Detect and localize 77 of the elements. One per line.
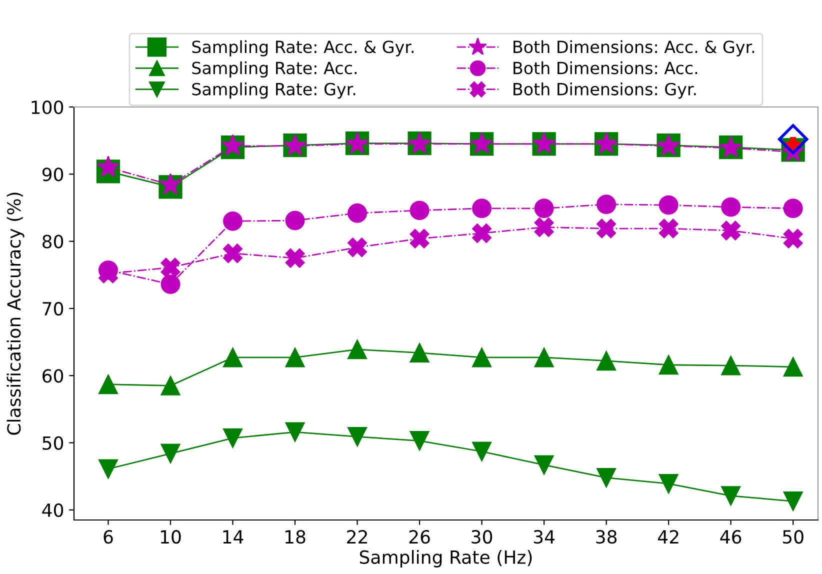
point	[160, 444, 180, 464]
point	[721, 356, 741, 376]
point	[160, 258, 180, 278]
point	[596, 194, 616, 214]
y-axis-title: Classification Accuracy (%)	[6, 192, 24, 435]
legend-label: Both Dimensions: Acc. & Gyr.	[514, 40, 754, 56]
point	[159, 173, 182, 195]
point	[783, 357, 803, 377]
x-tick-label: 10	[161, 530, 181, 544]
point	[223, 244, 242, 264]
x-tick-label: 6	[104, 530, 113, 544]
x-tick-label: 38	[596, 530, 617, 544]
x-tick-label: 50	[783, 530, 804, 544]
point	[596, 351, 616, 371]
point	[721, 197, 741, 217]
point	[348, 340, 368, 360]
point	[348, 427, 368, 446]
point	[223, 348, 242, 368]
x-tick-label: 30	[472, 530, 492, 544]
x-tick-label: 14	[223, 530, 244, 544]
y-tick-label: 60	[42, 369, 64, 383]
y-tick-label: 80	[42, 234, 64, 248]
point	[410, 343, 430, 363]
x-tick-label: 34	[534, 530, 555, 544]
point	[658, 195, 678, 215]
point	[285, 210, 305, 230]
point	[596, 468, 616, 488]
point	[98, 374, 118, 394]
point	[222, 134, 244, 156]
point	[410, 228, 430, 248]
point	[721, 220, 741, 240]
y-tick-label: 90	[42, 168, 64, 182]
point	[472, 442, 492, 462]
legend-label: Both Dimensions: Acc.	[514, 61, 698, 74]
point	[98, 459, 118, 479]
legend-label: Both Dimensions: Gyr.	[514, 82, 696, 99]
x-tick-label: 26	[409, 530, 430, 544]
point	[472, 224, 492, 243]
point	[348, 203, 368, 223]
point	[285, 422, 305, 442]
x-tick-label: 46	[720, 530, 742, 544]
legend-label: Sampling Rate: Acc.	[192, 61, 356, 78]
point	[721, 486, 741, 506]
point	[658, 218, 678, 238]
point	[410, 431, 430, 450]
point	[534, 198, 554, 218]
point	[778, 124, 808, 154]
legend-label: Sampling Rate: Acc. & Gyr.	[192, 40, 414, 56]
point	[285, 348, 305, 368]
x-tick-label: 22	[347, 530, 367, 544]
point	[348, 238, 368, 258]
point	[223, 211, 242, 231]
y-tick-label: 70	[42, 302, 64, 316]
point	[658, 474, 678, 494]
point	[285, 248, 305, 268]
y-tick-label: 100	[32, 100, 64, 114]
point	[472, 348, 492, 368]
point	[783, 198, 803, 218]
point	[96, 156, 120, 178]
x-axis-title: Sampling Rate (Hz)	[360, 550, 532, 568]
point	[596, 218, 616, 238]
point	[534, 348, 554, 368]
point	[534, 455, 554, 475]
point	[160, 274, 180, 294]
y-tick-label: 40	[42, 503, 64, 518]
legend-label: Sampling Rate: Gyr.	[192, 82, 356, 99]
point	[223, 428, 242, 448]
point	[534, 217, 554, 237]
point	[410, 200, 430, 220]
point	[783, 228, 803, 248]
point	[658, 355, 678, 375]
point	[783, 491, 803, 511]
point	[160, 376, 180, 396]
x-tick-label: 18	[286, 530, 306, 544]
y-tick-label: 50	[42, 436, 64, 450]
point	[472, 198, 492, 218]
x-tick-label: 42	[658, 530, 678, 544]
